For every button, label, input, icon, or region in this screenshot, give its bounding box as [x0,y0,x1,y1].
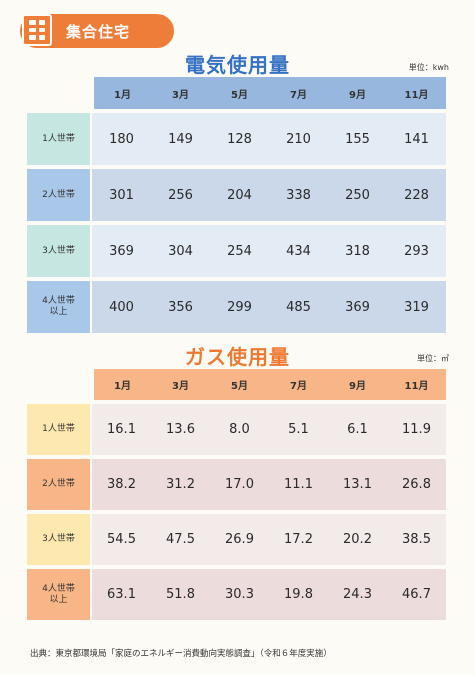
source-note: 出典：東京都環境局「家庭のエネルギー消費動向実態調査」（令和６年度実施） [30,649,332,659]
gas-value-cell: 26.9 [210,514,269,565]
gas-month-header: 11月 [387,369,446,400]
gas-value-cell: 31.2 [151,459,210,510]
gas-value-cell: 13.6 [151,404,210,455]
electricity-row-header: 4人世帯 以上 [27,281,90,333]
electricity-month-header: 3月 [151,77,210,109]
electricity-value-cell: 228 [387,169,446,221]
gas-table: 1月 3月 5月 7月 9月 11月 1人世帯 16.1 13.6 8.0 5.1 6.1 11.9 2人… [27,369,448,620]
gas-value-cell: 26.8 [387,459,446,510]
gas-corner [27,369,92,400]
gas-row-header: 2人世帯 [27,459,90,510]
gas-month-header: 1月 [94,369,151,400]
gas-title: ガス使用量 [185,345,290,369]
electricity-title: 電気使用量 [185,53,290,77]
gas-value-cell: 38.5 [387,514,446,565]
gas-value-cell: 17.2 [269,514,328,565]
gas-row-header: 1人世帯 [27,404,90,455]
electricity-value-cell: 299 [210,281,269,333]
gas-value-cell: 47.5 [151,514,210,565]
gas-month-header: 5月 [210,369,269,400]
electricity-value-cell: 369 [328,281,387,333]
electricity-value-cell: 155 [328,113,387,165]
gas-value-cell: 30.3 [210,569,269,620]
electricity-value-cell: 369 [92,225,151,277]
electricity-corner [27,77,92,109]
gas-row-header: 4人世帯 以上 [27,569,90,620]
electricity-row-header: 1人世帯 [27,113,90,165]
electricity-value-cell: 180 [92,113,151,165]
gas-value-cell: 11.1 [269,459,328,510]
gas-row-header: 3人世帯 [27,514,90,565]
electricity-value-cell: 250 [328,169,387,221]
gas-value-cell: 17.0 [210,459,269,510]
electricity-table: 1月 3月 5月 7月 9月 11月 1人世帯 180 149 128 210 155 141 2人世帯 3… [27,77,448,333]
gas-month-header: 9月 [328,369,387,400]
gas-value-cell: 6.1 [328,404,387,455]
gas-value-cell: 54.5 [92,514,151,565]
electricity-value-cell: 301 [92,169,151,221]
electricity-value-cell: 338 [269,169,328,221]
gas-unit: 単位：㎥ [417,354,449,363]
gas-value-cell: 16.1 [92,404,151,455]
electricity-row-header: 2人世帯 [27,169,90,221]
electricity-row-header: 3人世帯 [27,225,90,277]
electricity-value-cell: 256 [151,169,210,221]
building-icon [22,14,52,46]
electricity-value-cell: 485 [269,281,328,333]
electricity-month-header: 5月 [210,77,269,109]
electricity-value-cell: 149 [151,113,210,165]
category-label: 集合住宅 [66,23,131,41]
electricity-value-cell: 128 [210,113,269,165]
gas-value-cell: 51.8 [151,569,210,620]
electricity-value-cell: 304 [151,225,210,277]
electricity-month-header: 11月 [387,77,446,109]
electricity-value-cell: 293 [387,225,446,277]
electricity-value-cell: 434 [269,225,328,277]
electricity-month-header: 1月 [94,77,151,109]
electricity-value-cell: 254 [210,225,269,277]
electricity-value-cell: 141 [387,113,446,165]
electricity-value-cell: 318 [328,225,387,277]
gas-value-cell: 46.7 [387,569,446,620]
electricity-value-cell: 204 [210,169,269,221]
gas-month-header: 3月 [151,369,210,400]
gas-value-cell: 5.1 [269,404,328,455]
gas-value-cell: 13.1 [328,459,387,510]
gas-month-header: 7月 [269,369,328,400]
electricity-unit: 単位：kwh [408,63,449,72]
gas-value-cell: 38.2 [92,459,151,510]
electricity-month-header: 9月 [328,77,387,109]
gas-value-cell: 19.8 [269,569,328,620]
gas-value-cell: 24.3 [328,569,387,620]
gas-value-cell: 20.2 [328,514,387,565]
electricity-month-header: 7月 [269,77,328,109]
gas-value-cell: 63.1 [92,569,151,620]
gas-value-cell: 11.9 [387,404,446,455]
electricity-value-cell: 356 [151,281,210,333]
electricity-value-cell: 319 [387,281,446,333]
gas-value-cell: 8.0 [210,404,269,455]
electricity-value-cell: 210 [269,113,328,165]
electricity-value-cell: 400 [92,281,151,333]
